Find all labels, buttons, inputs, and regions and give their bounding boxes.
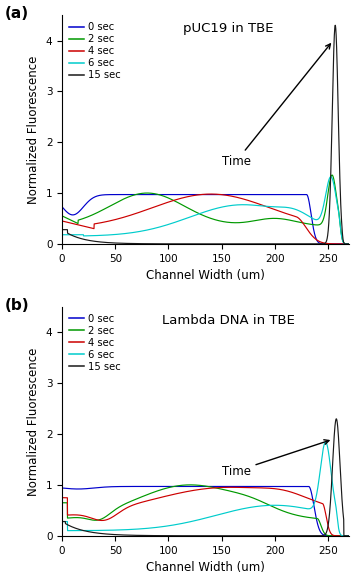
Text: Time: Time [221, 440, 329, 478]
Y-axis label: Normalized Fluorescence: Normalized Fluorescence [27, 347, 40, 496]
Text: pUC19 in TBE: pUC19 in TBE [183, 22, 274, 35]
Text: (a): (a) [5, 6, 29, 21]
X-axis label: Channel Width (um): Channel Width (um) [146, 561, 265, 574]
Legend: 0 sec, 2 sec, 4 sec, 6 sec, 15 sec: 0 sec, 2 sec, 4 sec, 6 sec, 15 sec [67, 20, 123, 82]
Y-axis label: Normalized Fluorescence: Normalized Fluorescence [27, 55, 40, 204]
Text: Lambda DNA in TBE: Lambda DNA in TBE [162, 314, 295, 327]
Text: (b): (b) [5, 298, 29, 313]
Legend: 0 sec, 2 sec, 4 sec, 6 sec, 15 sec: 0 sec, 2 sec, 4 sec, 6 sec, 15 sec [67, 312, 123, 374]
X-axis label: Channel Width (um): Channel Width (um) [146, 269, 265, 282]
Text: Time: Time [221, 44, 330, 168]
